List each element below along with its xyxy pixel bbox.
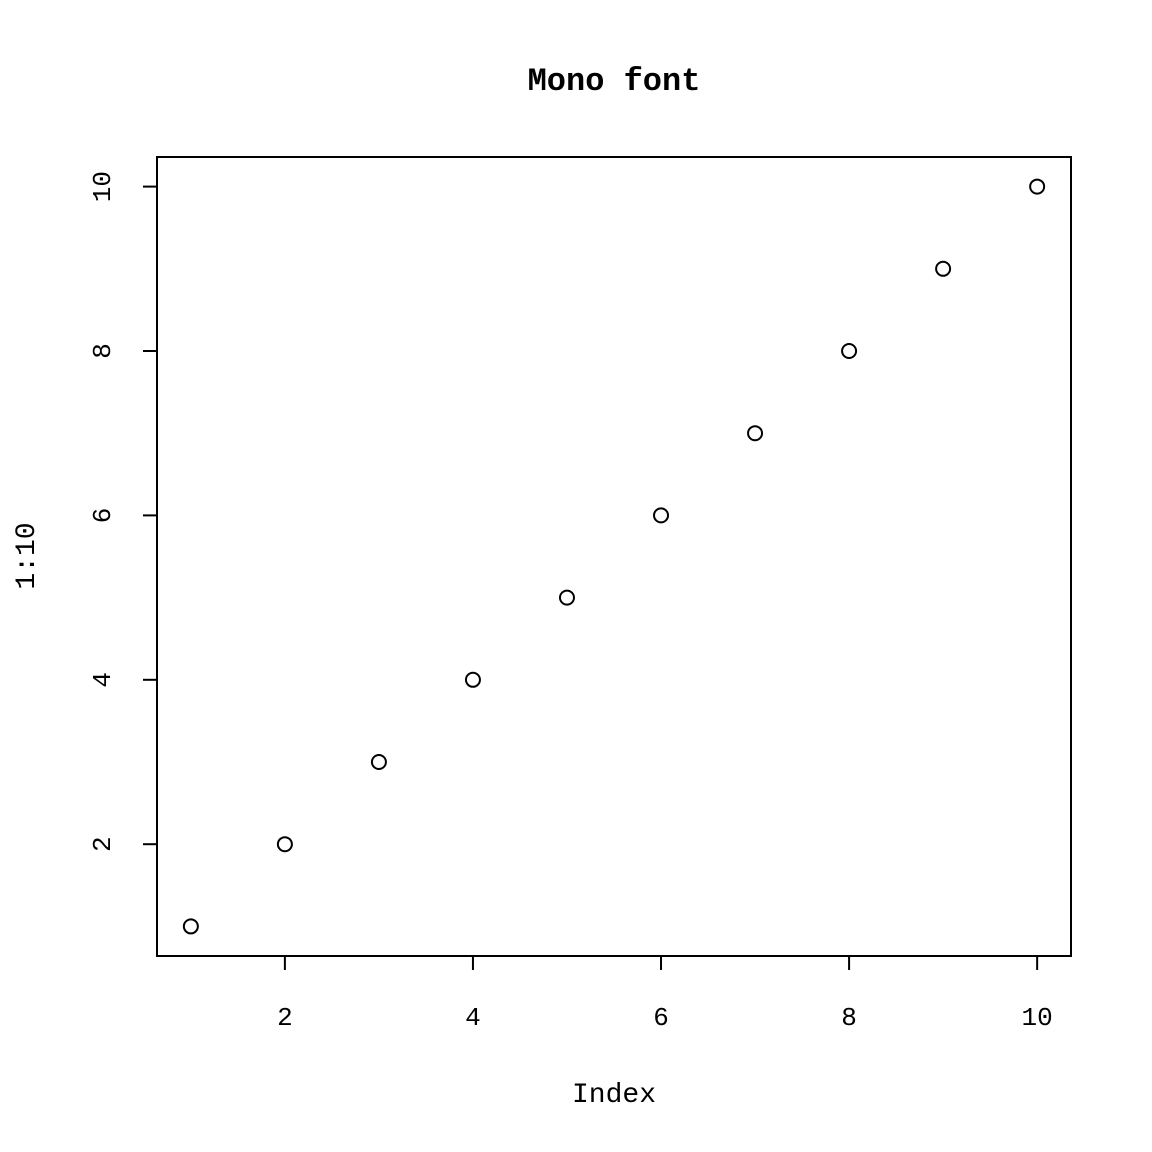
y-tick-label: 6 — [88, 508, 118, 524]
data-point — [370, 754, 387, 771]
y-tick-label: 2 — [88, 836, 118, 852]
data-point — [935, 260, 952, 277]
x-tick-label: 4 — [465, 1003, 481, 1033]
x-tick-label: 8 — [841, 1003, 857, 1033]
data-point — [747, 425, 764, 442]
y-tick-label: 10 — [88, 171, 118, 202]
y-tick-label: 8 — [88, 343, 118, 359]
x-tick-label: 10 — [1022, 1003, 1053, 1033]
x-tick-label: 2 — [277, 1003, 293, 1033]
data-point — [464, 671, 481, 688]
data-point — [276, 836, 293, 853]
x-axis-title: Index — [572, 1080, 656, 1111]
data-points — [182, 178, 1046, 935]
y-axis: 2 4 6 8 10 — [88, 171, 158, 852]
chart-title: Mono font — [528, 63, 701, 100]
x-tick-label: 6 — [653, 1003, 669, 1033]
data-point — [653, 507, 670, 524]
data-point — [841, 342, 858, 359]
x-axis: 2 4 6 8 10 — [277, 955, 1053, 1033]
y-axis-title: 1:10 — [12, 522, 43, 589]
data-point — [558, 589, 575, 606]
y-tick-label: 4 — [88, 672, 118, 688]
data-point — [182, 918, 199, 935]
data-point — [1029, 178, 1046, 195]
